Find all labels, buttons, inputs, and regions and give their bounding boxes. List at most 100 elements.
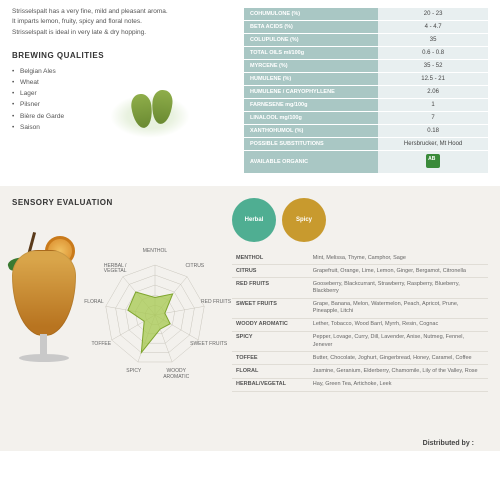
brewing-quality-item: Belgian Ales — [12, 66, 232, 77]
spec-row: XANTHOHUMOL (%)0.18 — [244, 125, 488, 138]
flavor-badge: Herbal — [232, 198, 276, 242]
descriptor-text: Lether, Tobacco, Wood Barrl, Myrrh, Resi… — [309, 318, 488, 331]
radar-axis-label: MENTHOL — [135, 249, 175, 255]
spec-label: HUMULENE / CARYOPHYLLENE — [244, 86, 378, 99]
spec-row: BETA ACIDS (%)4 - 4.7 — [244, 21, 488, 34]
descriptor-text: Pepper, Lovage, Curry, Dill, Lavender, A… — [309, 331, 488, 351]
bottom-section: SENSORY EVALUATION MENTHOLCITRUSRED FRUI… — [0, 186, 500, 451]
spec-value: 35 - 52 — [378, 60, 488, 73]
descriptor-row: SPICYPepper, Lovage, Curry, Dill, Lavend… — [232, 331, 488, 351]
descriptor-label: RED FRUITS — [232, 278, 309, 298]
descriptor-label: WOODY AROMATIC — [232, 318, 309, 331]
radar-axis-label: SWEET FRUITS — [189, 342, 229, 348]
spec-row: POSSIBLE SUBSTITUTIONSHersbrucker, Mt Ho… — [244, 138, 488, 151]
descriptor-row: RED FRUITSGooseberry, Blackcurrant, Stra… — [232, 278, 488, 298]
descriptor-text: Hay, Green Tea, Artichoke, Leek — [309, 378, 488, 391]
spec-value: 35 — [378, 34, 488, 47]
radar-axis-label: WOODY AROMATIC — [156, 369, 196, 380]
radar-axis-label: SPICY — [114, 369, 154, 375]
spec-row: HUMULENE (%)12.5 - 21 — [244, 73, 488, 86]
intro-line: Strisselspalt is ideal in very late & dr… — [12, 29, 232, 37]
organic-cert-icon — [426, 154, 440, 168]
radar-axis-label: CITRUS — [175, 264, 215, 270]
spec-label: LINALOOL mg/100g — [244, 112, 378, 125]
spec-row: HUMULENE / CARYOPHYLLENE2.06 — [244, 86, 488, 99]
descriptor-label: HERBAL/VEGETAL — [232, 378, 309, 391]
spec-label: COLUPULONE (%) — [244, 34, 378, 47]
hop-illustration — [110, 80, 190, 150]
descriptor-row: CITRUSGrapefruit, Orange, Lime, Lemon, G… — [232, 265, 488, 278]
spec-row: MYRCENE (%)35 - 52 — [244, 60, 488, 73]
spec-label: MYRCENE (%) — [244, 60, 378, 73]
descriptor-text: Gooseberry, Blackcurrant, Strawberry, Ra… — [309, 278, 488, 298]
descriptor-row: WOODY AROMATICLether, Tobacco, Wood Barr… — [232, 318, 488, 331]
spec-row: FARNESENE mg/100g1 — [244, 99, 488, 112]
glass-body — [12, 250, 76, 336]
radar-axis-label: FLORAL — [74, 300, 114, 306]
descriptor-label: MENTHOL — [232, 252, 309, 265]
descriptor-label: SWEET FRUITS — [232, 298, 309, 318]
glass-stem — [40, 334, 47, 356]
descriptor-label: SPICY — [232, 331, 309, 351]
spec-label: COHUMULONE (%) — [244, 8, 378, 21]
spec-label: AVAILABLE ORGANIC — [244, 151, 378, 174]
descriptor-text: Grape, Banana, Melon, Watermelon, Peach,… — [309, 298, 488, 318]
intro-text: Strisselspalt has a very fine, mild and … — [12, 8, 232, 37]
page: Strisselspalt has a very fine, mild and … — [0, 0, 500, 500]
spec-value: 2.06 — [378, 86, 488, 99]
descriptor-row: HERBAL/VEGETALHay, Green Tea, Artichoke,… — [232, 378, 488, 391]
radar-chart: MENTHOLCITRUSRED FRUITSSWEET FRUITSWOODY… — [80, 240, 230, 390]
descriptor-label: FLORAL — [232, 365, 309, 378]
bottom-right-col: HerbalSpicy MENTHOLMint, Melissa, Thyme,… — [232, 198, 488, 439]
descriptor-label: CITRUS — [232, 265, 309, 278]
descriptor-table: MENTHOLMint, Melissa, Thyme, Camphor, Sa… — [232, 252, 488, 392]
descriptor-text: Jasmine, Geranium, Elderberry, Chamomile… — [309, 365, 488, 378]
spec-table: COHUMULONE (%)20 - 23BETA ACIDS (%)4 - 4… — [244, 8, 488, 174]
distributed-by: Distributed by : — [423, 440, 474, 447]
flavor-badges: HerbalSpicy — [232, 198, 488, 242]
spec-label: POSSIBLE SUBSTITUTIONS — [244, 138, 378, 151]
radar-axis-label: HERBAL / VEGETAL — [95, 264, 135, 275]
spec-label: FARNESENE mg/100g — [244, 99, 378, 112]
brewing-qualities-title: BREWING QUALITIES — [12, 51, 232, 60]
descriptor-row: FLORALJasmine, Geranium, Elderberry, Cha… — [232, 365, 488, 378]
spec-row: COHUMULONE (%)20 - 23 — [244, 8, 488, 21]
spec-value: 0.6 - 0.8 — [378, 47, 488, 60]
spec-label: TOTAL OILS ml/100g — [244, 47, 378, 60]
intro-line: It imparts lemon, fruity, spicy and flor… — [12, 18, 232, 26]
flavor-badge: Spicy — [282, 198, 326, 242]
spec-value: 7 — [378, 112, 488, 125]
top-section: Strisselspalt has a very fine, mild and … — [0, 0, 500, 186]
spec-row: AVAILABLE ORGANIC — [244, 151, 488, 174]
glass-base — [19, 354, 69, 362]
spec-value: 12.5 - 21 — [378, 73, 488, 86]
descriptor-label: TOFFEE — [232, 352, 309, 365]
spec-label: XANTHOHUMOL (%) — [244, 125, 378, 138]
radar-axis-label: TOFFEE — [81, 342, 121, 348]
spec-value: 1 — [378, 99, 488, 112]
intro-line: Strisselspalt has a very fine, mild and … — [12, 8, 232, 16]
spec-row: TOTAL OILS ml/100g0.6 - 0.8 — [244, 47, 488, 60]
descriptor-text: Butter, Chocolate, Joghurt, Gingerbread,… — [309, 352, 488, 365]
top-right-col: COHUMULONE (%)20 - 23BETA ACIDS (%)4 - 4… — [244, 8, 488, 174]
bottom-left-col: SENSORY EVALUATION MENTHOLCITRUSRED FRUI… — [12, 198, 222, 439]
spec-value: 0.18 — [378, 125, 488, 138]
spec-value — [378, 151, 488, 174]
radar-axis-label: RED FRUITS — [196, 300, 236, 306]
descriptor-row: TOFFEEButter, Chocolate, Joghurt, Ginger… — [232, 352, 488, 365]
spec-label: BETA ACIDS (%) — [244, 21, 378, 34]
radar-svg — [80, 240, 230, 390]
spec-label: HUMULENE (%) — [244, 73, 378, 86]
spec-value: Hersbrucker, Mt Hood — [378, 138, 488, 151]
sensory-title: SENSORY EVALUATION — [12, 198, 222, 207]
spec-row: LINALOOL mg/100g7 — [244, 112, 488, 125]
descriptor-text: Grapefruit, Orange, Lime, Lemon, Ginger,… — [309, 265, 488, 278]
top-left-col: Strisselspalt has a very fine, mild and … — [12, 8, 232, 174]
descriptor-row: MENTHOLMint, Melissa, Thyme, Camphor, Sa… — [232, 252, 488, 265]
descriptor-row: SWEET FRUITSGrape, Banana, Melon, Waterm… — [232, 298, 488, 318]
spec-value: 4 - 4.7 — [378, 21, 488, 34]
spec-row: COLUPULONE (%)35 — [244, 34, 488, 47]
beer-glass-illustration — [0, 228, 90, 368]
spec-value: 20 - 23 — [378, 8, 488, 21]
descriptor-text: Mint, Melissa, Thyme, Camphor, Sage — [309, 252, 488, 265]
